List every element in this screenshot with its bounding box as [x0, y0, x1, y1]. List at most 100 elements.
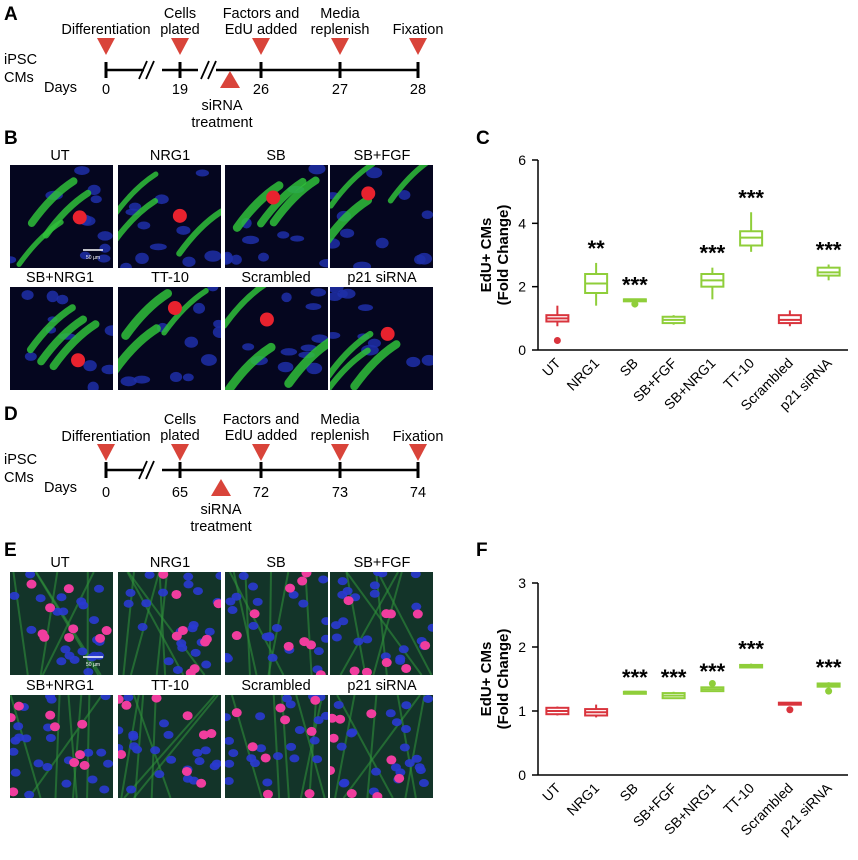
- timeline-d-below-2: treatment: [190, 519, 251, 535]
- timeline-a-event-2a: Cells: [164, 6, 196, 22]
- x-tick-label: SB: [616, 355, 641, 380]
- box-2: ***: [622, 272, 648, 308]
- timeline-d-marker-down-icon: [171, 444, 189, 461]
- outlier-point: [553, 337, 561, 344]
- micrograph-tile: [118, 572, 221, 675]
- image-label: SB: [266, 148, 285, 164]
- scale-bar-label: 50 µm: [86, 255, 100, 261]
- micrograph-tile: [10, 695, 113, 798]
- significance-label: ***: [738, 637, 764, 662]
- micrograph-tile: [330, 165, 433, 268]
- significance-label: ***: [700, 241, 726, 266]
- significance-label: ***: [622, 665, 648, 690]
- y-tick-label: 2: [518, 639, 526, 655]
- panel-letter-e: E: [4, 540, 17, 561]
- y-axis-label: EdU+ CMs: [478, 218, 495, 293]
- timeline-a-day-1: 19: [172, 82, 188, 98]
- panel-letter-d: D: [4, 404, 18, 425]
- timeline-d-event-4a: Media: [320, 412, 360, 428]
- x-tick-label: SB: [616, 780, 641, 805]
- timeline-a-event-3b: EdU added: [225, 22, 298, 38]
- micrograph-grid-e: UT 50 µm NRG1 SB SB+FGF SB+NRG1 TT-10 Scrambled…: [10, 555, 433, 798]
- x-tick-label: UT: [539, 779, 564, 804]
- timeline-a-event-2b: plated: [160, 22, 200, 38]
- timeline-a-marker-down-icon: [409, 38, 427, 55]
- image-label: Scrambled: [241, 270, 310, 286]
- timeline-d-break-icon: [138, 460, 155, 480]
- significance-label: ***: [816, 655, 842, 680]
- x-tick-label: NRG1: [563, 355, 602, 394]
- timeline-a-day-3: 27: [332, 82, 348, 98]
- timeline-a-day-4: 28: [410, 82, 426, 98]
- image-label: TT-10: [151, 678, 189, 694]
- micrograph-tile: [330, 287, 433, 390]
- timeline-a-marker-up-icon: [220, 71, 240, 88]
- image-label: TT-10: [151, 270, 189, 286]
- timeline-d-event-4b: replenish: [311, 428, 370, 444]
- panel-letter-a: A: [4, 4, 18, 25]
- image-label: SB+NRG1: [26, 270, 94, 286]
- micrograph-tile: [118, 165, 221, 268]
- y-tick-label: 0: [518, 767, 526, 783]
- micrograph-tile: [225, 287, 328, 390]
- micrograph-grid-b: UT 50 µm NRG1 SB SB+FGF SB+NRG1 TT-10 Scrambled…: [10, 148, 433, 390]
- box-5: ***: [738, 637, 764, 669]
- panel-letter-f: F: [476, 540, 488, 561]
- timeline-d-event-5: Fixation: [393, 429, 444, 445]
- box-7: ***: [816, 238, 842, 281]
- timeline-a-break-1-icon: [138, 60, 155, 80]
- y-axis-label: (Fold Change): [495, 629, 512, 730]
- significance-label: ***: [700, 659, 726, 684]
- timeline-d-event-2b: plated: [160, 428, 200, 444]
- image-label: p21 siRNA: [347, 678, 417, 694]
- timeline-a-days-label: Days: [44, 80, 77, 96]
- timeline-a-break-2-icon: [200, 60, 217, 80]
- micrograph-tile: [225, 695, 328, 798]
- image-label: NRG1: [150, 148, 190, 164]
- image-label: SB+FGF: [354, 148, 411, 164]
- significance-label: ***: [738, 185, 764, 210]
- timeline-d-marker-down-icon: [331, 444, 349, 461]
- micrograph-tile: [10, 572, 113, 675]
- outlier-point: [786, 706, 794, 714]
- micrograph-tile: [225, 572, 328, 675]
- timeline-a-event-3a: Factors and: [223, 6, 300, 22]
- timeline-d-day-0: 0: [102, 485, 110, 501]
- scale-bar: 50 µm: [83, 656, 103, 668]
- timeline-a-row-label-2: CMs: [4, 70, 34, 86]
- timeline-d-row-label-2: CMs: [4, 470, 34, 486]
- y-tick-label: 6: [518, 152, 526, 168]
- significance-label: ***: [661, 665, 687, 690]
- timeline-a-row-label-1: iPSC: [4, 52, 37, 68]
- panel-letter-c: C: [476, 128, 490, 149]
- box-3: [661, 315, 686, 325]
- image-label: SB+NRG1: [26, 678, 94, 694]
- box-4: ***: [700, 659, 726, 693]
- box-0: [545, 305, 570, 344]
- timeline-a-event-4a: Media: [320, 6, 360, 22]
- box-1: [584, 704, 609, 718]
- timeline-d-event-2a: Cells: [164, 412, 196, 428]
- timeline-d: iPSC CMs Days Differentiation Cells plat…: [4, 412, 443, 535]
- y-tick-label: 2: [518, 279, 526, 295]
- scale-bar: 50 µm: [83, 249, 103, 261]
- micrograph-tile: [10, 165, 113, 268]
- significance-label: ***: [622, 272, 648, 297]
- y-axis-label: EdU+ CMs: [478, 642, 495, 717]
- timeline-d-day-2: 72: [253, 485, 269, 501]
- timeline-a-marker-down-icon: [171, 38, 189, 55]
- image-label: NRG1: [150, 555, 190, 571]
- y-axis-label: (Fold Change): [495, 205, 512, 306]
- timeline-d-day-3: 73: [332, 485, 348, 501]
- timeline-d-below-1: siRNA: [200, 502, 241, 518]
- box-1: **: [584, 236, 609, 306]
- timeline-d-marker-down-icon: [252, 444, 270, 461]
- image-label: UT: [50, 555, 69, 571]
- y-tick-label: 1: [518, 703, 526, 719]
- box-2: ***: [622, 665, 648, 695]
- timeline-a-marker-down-icon: [97, 38, 115, 55]
- image-label: SB: [266, 555, 285, 571]
